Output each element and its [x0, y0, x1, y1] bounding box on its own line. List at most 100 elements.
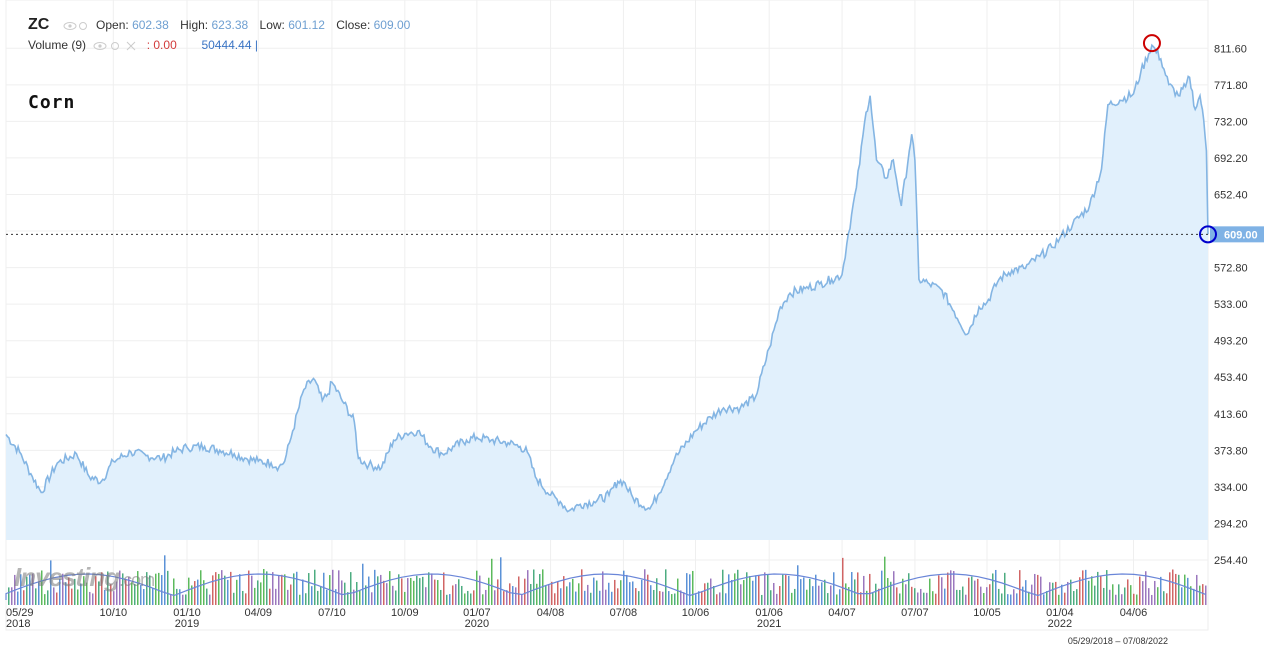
- volume-bar: [1082, 570, 1084, 605]
- volume-bar: [59, 578, 61, 605]
- y-tick-label: 493.20: [1214, 336, 1248, 348]
- volume-bar: [308, 573, 310, 605]
- volume-bar: [491, 558, 493, 605]
- volume-bar: [287, 589, 289, 605]
- volume-bar: [260, 582, 262, 605]
- volume-bar: [581, 569, 583, 605]
- volume-bar: [62, 573, 64, 605]
- volume-bar: [1025, 580, 1027, 605]
- volume-bar: [266, 571, 268, 605]
- volume-bar: [89, 591, 91, 605]
- volume-bar: [8, 587, 10, 605]
- volume-settings-icon[interactable]: [93, 41, 139, 51]
- volume-bar: [875, 583, 877, 605]
- volume-bar: [236, 579, 238, 605]
- volume-bar: [680, 590, 682, 605]
- volume-bar: [479, 575, 481, 605]
- volume-bar: [11, 587, 13, 605]
- volume-bar: [1193, 588, 1195, 605]
- volume-bar: [842, 557, 844, 605]
- volume-bar: [419, 578, 421, 605]
- volume-bar: [530, 583, 532, 605]
- volume-bar: [359, 590, 361, 605]
- volume-bar: [182, 594, 184, 605]
- volume-bar: [599, 590, 601, 605]
- volume-bar: [839, 589, 841, 605]
- volume-bar: [977, 578, 979, 605]
- x-tick-label: 01/06: [755, 607, 783, 619]
- volume-bar: [818, 585, 820, 605]
- volume-bar: [386, 583, 388, 605]
- volume-bar: [551, 581, 553, 605]
- volume-bar: [224, 575, 226, 605]
- volume-bar: [311, 586, 313, 605]
- volume-bar: [353, 589, 355, 605]
- volume-bar: [263, 568, 265, 605]
- volume-bar: [1061, 584, 1063, 605]
- volume-bar: [116, 581, 118, 605]
- volume-bar: [791, 592, 793, 605]
- volume-bar: [86, 582, 88, 605]
- volume-bar: [743, 580, 745, 605]
- volume-bar: [1196, 574, 1198, 605]
- volume-bar: [872, 592, 874, 605]
- volume-bar: [863, 575, 865, 605]
- volume-bar: [851, 572, 853, 605]
- volume-bar: [326, 589, 328, 605]
- volume-bar: [584, 590, 586, 605]
- volume-bar: [719, 592, 721, 605]
- volume-bar: [869, 573, 871, 605]
- volume-bar: [512, 586, 514, 605]
- volume-legend: Volume (9) : 0.00 50444.44 |: [28, 38, 258, 52]
- volume-bar: [662, 591, 664, 605]
- volume-bar: [1100, 576, 1102, 605]
- volume-bar: [371, 592, 373, 605]
- volume-bar: [1085, 569, 1087, 605]
- volume-bar: [626, 574, 628, 605]
- volume-label: Volume (9): [28, 38, 87, 52]
- close-value: 609.00: [373, 18, 411, 32]
- volume-bar: [41, 570, 43, 605]
- volume-bar: [230, 571, 232, 605]
- volume-bar: [107, 571, 109, 605]
- volume-bar: [347, 592, 349, 605]
- volume-bar: [1049, 582, 1051, 605]
- volume-bar: [1109, 589, 1111, 605]
- volume-bar: [251, 575, 253, 605]
- volume-bar: [1013, 589, 1015, 605]
- volume-bar: [707, 582, 709, 605]
- volume-bar: [1148, 588, 1150, 605]
- open-value: 602.38: [132, 18, 169, 32]
- volume-bar: [416, 575, 418, 605]
- volume-bar: [857, 572, 859, 605]
- volume-bar: [677, 578, 679, 605]
- visibility-icon[interactable]: [63, 21, 89, 31]
- volume-bar: [1178, 574, 1180, 605]
- x-tick-year: 2018: [6, 618, 30, 630]
- volume-bar: [1046, 591, 1048, 605]
- volume-bar: [620, 580, 622, 605]
- volume-bar: [20, 574, 22, 605]
- volume-bar: [1160, 576, 1162, 605]
- volume-bar: [104, 589, 106, 605]
- volume-bar: [1088, 580, 1090, 605]
- volume-bar: [488, 577, 490, 605]
- investing-logo: Investing.com: [14, 562, 155, 592]
- volume-bar: [17, 591, 19, 605]
- volume-bar: [980, 586, 982, 605]
- volume-bar: [503, 591, 505, 605]
- volume-bar: [281, 574, 283, 605]
- volume-bar: [587, 584, 589, 605]
- volume-bar: [929, 578, 931, 605]
- volume-bar: [665, 569, 667, 605]
- volume-bar: [1118, 584, 1120, 605]
- volume-bar: [821, 582, 823, 605]
- volume-bar: [890, 581, 892, 605]
- volume-bar: [983, 593, 985, 605]
- volume-bar: [974, 580, 976, 605]
- volume-bar: [245, 593, 247, 605]
- volume-value: 50444.44 |: [201, 38, 258, 52]
- volume-bar: [710, 578, 712, 605]
- volume-bar: [758, 574, 760, 605]
- volume-bar: [704, 583, 706, 605]
